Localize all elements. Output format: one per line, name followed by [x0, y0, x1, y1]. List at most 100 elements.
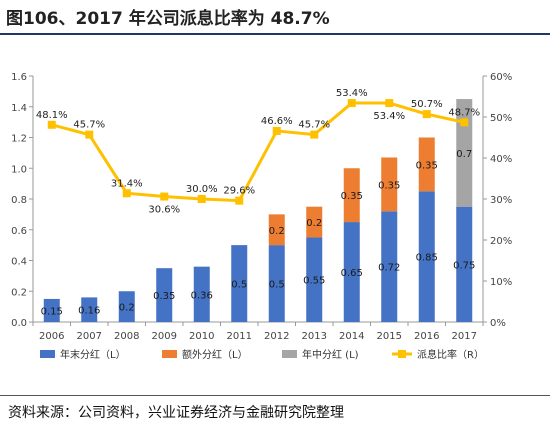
legend-label: 派息比率（R）	[417, 348, 484, 361]
y-right-tick-label: 40%	[490, 154, 512, 165]
legend-swatch	[282, 350, 297, 358]
payout-ratio-point	[47, 120, 56, 129]
x-tick-label: 2007	[77, 331, 102, 342]
legend-swatch	[40, 350, 55, 358]
payout-ratio-point	[122, 189, 131, 198]
y-left-tick-label: 0.2	[11, 287, 27, 298]
bar-data-label: 0.35	[153, 291, 175, 302]
bar-segment	[381, 211, 398, 322]
bar-data-label: 0.85	[416, 253, 438, 264]
bar-segment	[343, 168, 360, 223]
x-tick-label: 2011	[227, 331, 252, 342]
bar-segment	[418, 191, 435, 322]
y-left-tick-label: 0.6	[11, 226, 27, 237]
bar-data-label: 0.7	[456, 149, 472, 160]
bar-data-label: 0.5	[269, 280, 285, 291]
bar-data-label: 0.35	[416, 160, 438, 171]
bar-data-label: 0.35	[378, 180, 400, 191]
payout-ratio-label: 50.7%	[411, 99, 443, 110]
x-tick-label: 2017	[452, 331, 477, 342]
payout-ratio-point	[385, 99, 394, 108]
payout-ratio-point	[160, 192, 169, 201]
y-left-tick-label: 1.4	[11, 103, 27, 114]
bar-data-label: 0.2	[119, 303, 135, 314]
bar-segment	[81, 297, 98, 322]
bar-segment	[156, 268, 173, 322]
bar-segment	[43, 298, 60, 322]
payout-ratio-label: 48.1%	[36, 110, 68, 121]
payout-ratio-point	[422, 110, 431, 119]
figure-title: 图106、2017 年公司派息比率为 48.7%	[6, 9, 330, 29]
bar-data-label: 0.36	[191, 290, 213, 301]
bar-data-label: 0.55	[303, 276, 325, 287]
payout-ratio-point	[310, 130, 319, 139]
payout-ratio-label: 29.6%	[223, 186, 255, 197]
payout-ratio-point	[347, 99, 356, 108]
x-tick-label: 2006	[39, 331, 64, 342]
bar-data-label: 0.15	[41, 306, 63, 317]
bar-data-label: 0.72	[378, 263, 400, 274]
x-tick-label: 2016	[414, 331, 439, 342]
source-note: 资料来源：公司资料，兴业证券经济与金融研究院整理	[8, 405, 344, 421]
bar-data-label: 0.2	[306, 218, 322, 229]
payout-ratio-label: 31.4%	[111, 178, 143, 189]
dividend-chart: 0.0 0.2 0.4 0.6 0.8 1.0 1.2 1.4 1.6 0% 10% 20% 30% 40…	[11, 72, 512, 361]
payout-ratio-label: 45.7%	[73, 120, 105, 131]
payout-ratio-label: 30.0%	[186, 184, 218, 195]
legend-label: 额外分红（L）	[182, 348, 248, 361]
bar-data-label: 0.5	[231, 280, 247, 291]
y-left-tick-label: 1.2	[11, 134, 27, 145]
payout-ratio-label: 45.7%	[298, 120, 330, 131]
x-tick-label: 2013	[302, 331, 327, 342]
bar-segment	[268, 245, 285, 322]
bar-data-label: 0.2	[269, 226, 285, 237]
y-right-tick-label: 0%	[490, 318, 506, 329]
y-right-tick-label: 60%	[490, 72, 512, 83]
bar-segment	[306, 237, 323, 322]
bar-segment	[268, 214, 285, 246]
bar-segment	[343, 222, 360, 322]
payout-ratio-point	[272, 126, 281, 135]
legend-marker	[398, 350, 406, 358]
bar-segment	[418, 137, 435, 192]
bar-segment	[381, 157, 398, 212]
payout-ratio-point	[460, 118, 469, 127]
y-right-tick-label: 20%	[490, 236, 512, 247]
y-right-tick-label: 50%	[490, 113, 512, 124]
bar-data-label: 0.35	[341, 191, 363, 202]
y-left-tick-label: 1.0	[11, 164, 27, 175]
bar-segment	[118, 291, 135, 322]
y-left-tick-label: 0.0	[11, 318, 27, 329]
x-tick-label: 2014	[339, 331, 364, 342]
legend-label: 年中分红 (L)	[302, 348, 359, 361]
title-divider	[0, 33, 550, 35]
bar-data-label: 0.75	[453, 260, 475, 271]
y-left-tick-label: 1.6	[11, 72, 27, 83]
bar-segment	[306, 206, 323, 238]
x-tick-label: 2009	[152, 331, 177, 342]
bar-segment	[456, 206, 473, 322]
bar-segment	[231, 245, 248, 322]
payout-ratio-line	[51, 101, 465, 203]
payout-ratio-label: 48.7%	[448, 107, 480, 118]
x-tick-label: 2008	[114, 331, 139, 342]
x-tick-label: 2012	[264, 331, 289, 342]
bar-data-label: 0.16	[78, 306, 100, 317]
footer-divider	[0, 395, 550, 396]
y-left-tick-label: 0.4	[11, 257, 27, 268]
y-right-tick-label: 30%	[490, 195, 512, 206]
x-tick-label: 2010	[189, 331, 214, 342]
y-right-tick-label: 10%	[490, 277, 512, 288]
x-tick-label: 2015	[377, 331, 402, 342]
bar-data-label: 0.65	[341, 268, 363, 279]
bar-segment	[193, 266, 210, 322]
payout-ratio-point	[85, 130, 94, 139]
payout-ratio-point	[235, 196, 244, 205]
payout-ratio-label: 53.4%	[373, 111, 405, 122]
y-left-tick-label: 0.8	[11, 195, 27, 206]
legend-swatch	[162, 350, 177, 358]
payout-ratio-label: 30.6%	[148, 205, 180, 216]
payout-ratio-label: 53.4%	[336, 88, 368, 99]
legend-label: 年末分红（L）	[60, 348, 126, 361]
payout-ratio-point	[197, 195, 206, 203]
